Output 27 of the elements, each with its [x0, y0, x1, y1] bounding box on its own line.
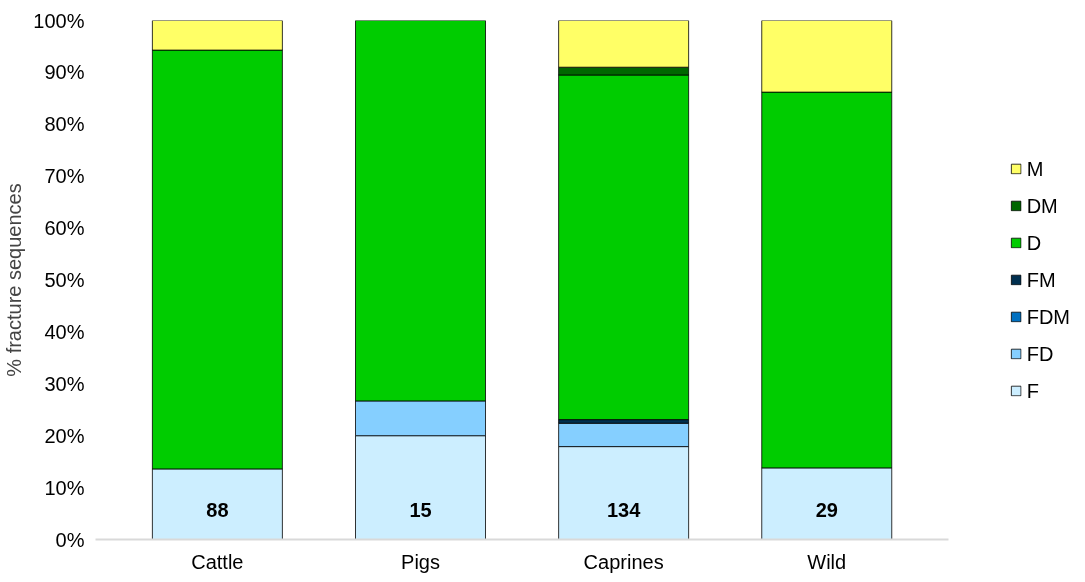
- y-tick-label: 20%: [44, 424, 85, 447]
- y-tick-label: 50%: [44, 269, 85, 291]
- legend-label: F: [1026, 379, 1040, 402]
- legend-label: M: [1026, 157, 1045, 180]
- annotation: 15: [409, 498, 432, 521]
- y-tick-label: 70%: [44, 165, 85, 188]
- legend-label: FM: [1026, 268, 1056, 291]
- y-tick-label: 30%: [44, 372, 85, 395]
- x-tick-label: Cattle: [191, 550, 244, 573]
- y-tick-label: 90%: [44, 61, 85, 84]
- annotation: 29: [815, 498, 838, 521]
- x-tick-label: Pigs: [401, 550, 440, 573]
- y-tick-label: 40%: [44, 320, 85, 343]
- annotation: 134: [606, 498, 642, 521]
- y-tick-label: 10%: [44, 476, 85, 499]
- legend-label: D: [1026, 231, 1043, 254]
- legend-label: FDM: [1026, 305, 1070, 328]
- y-axis-title: % fracture sequences: [3, 183, 26, 377]
- x-tick-label: Wild: [807, 550, 847, 573]
- y-tick-label: 60%: [44, 217, 85, 240]
- y-tick-label: 0%: [55, 528, 85, 551]
- y-tick-label: 100%: [33, 9, 85, 32]
- x-tick-label: Caprines: [583, 550, 664, 573]
- y-tick-label: 80%: [44, 113, 85, 136]
- legend-label: DM: [1026, 194, 1058, 217]
- legend-label: FD: [1026, 342, 1054, 365]
- annotation: 88: [206, 498, 229, 521]
